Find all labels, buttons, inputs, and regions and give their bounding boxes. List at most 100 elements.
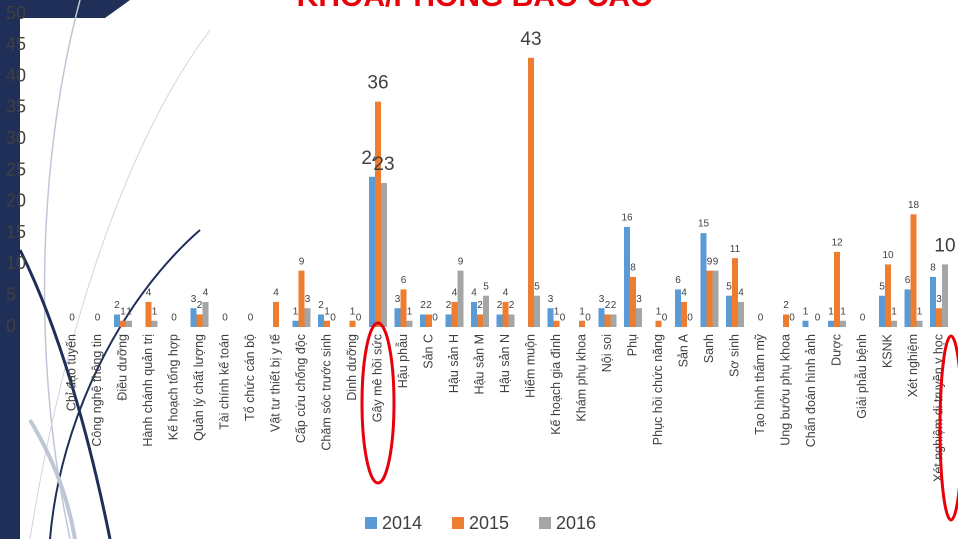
bar xyxy=(477,314,483,327)
x-tick-label: Giải phẫu bệnh xyxy=(854,334,869,419)
data-label: 4 xyxy=(203,288,209,299)
x-tick-label: Sơ sinh xyxy=(727,334,741,377)
bar xyxy=(630,276,636,327)
bar xyxy=(904,289,911,327)
bar xyxy=(349,320,356,327)
data-label: 18 xyxy=(908,200,920,211)
bar xyxy=(681,301,687,327)
bar xyxy=(834,251,840,327)
data-label: 1 xyxy=(554,306,560,317)
data-label: 0 xyxy=(662,313,668,324)
bar xyxy=(624,226,630,327)
x-tick-label: Quản lý chất lượng xyxy=(192,334,206,441)
data-label: 0 xyxy=(687,313,693,324)
data-label: 8 xyxy=(930,263,936,274)
x-tick-label: Sản C xyxy=(421,334,435,369)
bar xyxy=(828,320,834,327)
bar xyxy=(190,308,197,327)
x-tick-label: Hậu phẫu xyxy=(395,334,410,388)
x-tick-label: Phụ xyxy=(625,334,639,356)
data-label: 10 xyxy=(882,250,894,261)
x-tick-label: Kế hoạch gia đình xyxy=(549,334,563,435)
data-label: 6 xyxy=(675,275,681,286)
x-tick-label: Nội soi xyxy=(600,334,614,372)
bar xyxy=(879,295,885,327)
x-tick-label: Dược xyxy=(829,334,843,366)
bar xyxy=(675,289,681,327)
legend-label: 2016 xyxy=(556,513,596,533)
data-label: 0 xyxy=(222,313,228,324)
x-tick-label: Vật tư thiết bị y tế xyxy=(268,334,282,432)
x-tick-label: Dinh dưỡng xyxy=(345,334,359,401)
x-tick-label: Điều dưỡng xyxy=(115,334,129,401)
bar xyxy=(604,314,611,327)
data-label: 4 xyxy=(503,288,509,299)
bar xyxy=(496,314,503,327)
legend-label: 2014 xyxy=(382,513,422,533)
bar xyxy=(534,295,540,327)
data-label: 1 xyxy=(293,306,299,317)
bar xyxy=(202,301,209,327)
bar xyxy=(706,270,713,327)
bar xyxy=(726,295,732,327)
data-label: 0 xyxy=(95,313,101,324)
chart-title: KHOA/PHÒNG BÁO CÁO xyxy=(297,0,654,13)
data-label: 0 xyxy=(815,313,821,324)
data-label: 23 xyxy=(373,154,394,175)
bar xyxy=(502,301,509,327)
y-tick-label: 10 xyxy=(6,253,26,273)
data-label: 10 xyxy=(934,235,955,256)
y-tick-label: 5 xyxy=(6,284,16,304)
data-label: 9 xyxy=(707,256,713,267)
x-tick-label: Kế hoạch tổng hợp xyxy=(166,334,180,440)
bar xyxy=(324,320,330,327)
bar xyxy=(120,320,126,327)
bar xyxy=(445,314,452,327)
bar xyxy=(318,314,324,327)
bar xyxy=(273,301,279,327)
bar xyxy=(712,270,719,327)
data-label: 4 xyxy=(738,288,744,299)
data-label: 3 xyxy=(395,294,401,305)
data-label: 0 xyxy=(758,313,764,324)
bar xyxy=(598,308,605,327)
data-label: 1 xyxy=(656,306,662,317)
y-tick-label: 35 xyxy=(6,97,26,117)
data-label: 4 xyxy=(273,288,279,299)
data-label: 0 xyxy=(356,313,362,324)
data-label: 16 xyxy=(621,212,633,223)
y-tick-label: 25 xyxy=(6,159,26,179)
bar xyxy=(700,233,707,327)
y-tick-label: 20 xyxy=(6,191,26,211)
data-label: 2 xyxy=(477,300,483,311)
data-label: 15 xyxy=(698,219,710,230)
data-label: 4 xyxy=(146,288,152,299)
data-label: 3 xyxy=(548,294,554,305)
bar xyxy=(655,320,662,327)
x-tick-label: Cấp cứu chống độc xyxy=(294,334,308,443)
x-tick-label: Sản A xyxy=(676,333,690,367)
data-label: 1 xyxy=(828,306,834,317)
legend-swatch xyxy=(365,517,377,529)
bar xyxy=(151,320,158,327)
data-label: 1 xyxy=(840,306,846,317)
bar xyxy=(738,301,744,327)
bar xyxy=(114,314,120,327)
legend-swatch xyxy=(452,517,464,529)
bar xyxy=(483,295,489,327)
y-tick-label: 45 xyxy=(6,34,26,54)
y-tick-label: 50 xyxy=(6,3,26,23)
x-tick-label: KSNK xyxy=(880,333,894,368)
bar xyxy=(508,314,515,327)
data-label: 6 xyxy=(401,275,407,286)
data-label: 2 xyxy=(783,300,789,311)
bar xyxy=(126,320,132,327)
data-label: 1 xyxy=(407,306,413,317)
data-label: 5 xyxy=(726,281,732,292)
data-label: 1 xyxy=(120,306,126,317)
data-label: 4 xyxy=(452,288,458,299)
bar xyxy=(426,314,432,327)
side-stripe xyxy=(0,0,20,539)
